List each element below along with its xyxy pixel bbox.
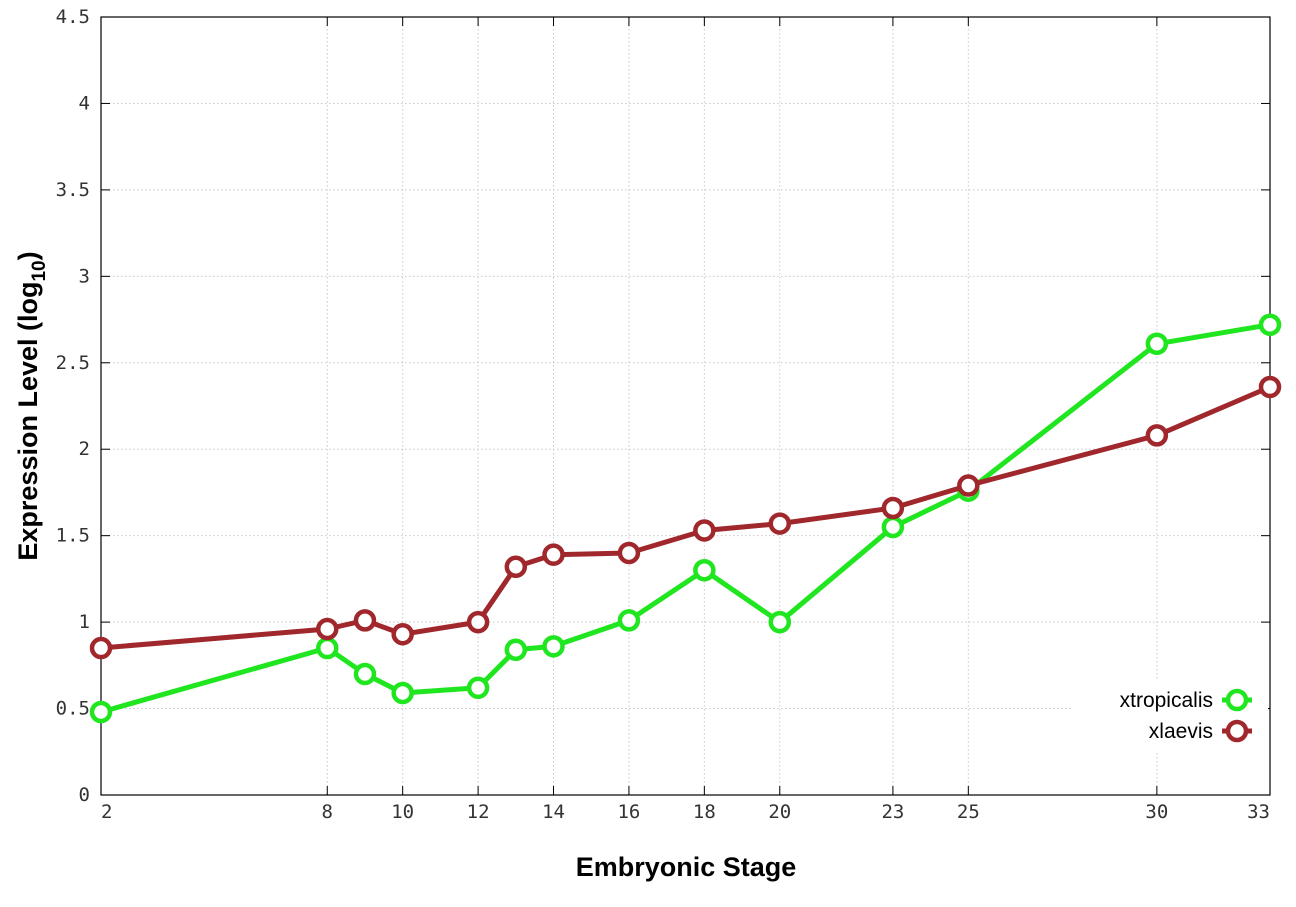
x-tick-label: 10 [391, 801, 414, 823]
y-tick-label: 3.5 [56, 179, 90, 201]
data-point-xtropicalis [542, 635, 565, 658]
legend-marker-swatch [1225, 719, 1249, 743]
data-point-xtropicalis [1258, 313, 1282, 336]
y-axis-title: Expression Level (log10) [13, 251, 50, 560]
data-point-xlaevis [316, 617, 339, 641]
series-xlaevis [89, 375, 1282, 660]
data-point-xlaevis [391, 622, 414, 646]
data-point-xtropicalis [316, 636, 339, 660]
x-tick-label: 8 [322, 801, 333, 823]
y-axis-tick-labels: 0 0.5 1 1.5 2 2.5 3 3.5 4 4.5 [56, 6, 90, 806]
legend-item-xtropicalis: xtropicalis [1120, 688, 1252, 712]
x-tick-label: 25 [957, 801, 980, 823]
tick-marks [100, 16, 1271, 796]
x-tick-label: 18 [693, 801, 716, 823]
data-point-xlaevis [881, 496, 905, 520]
legend-marker-swatch [1225, 688, 1249, 712]
series-line-xlaevis [98, 384, 1273, 651]
y-tick-label: 2.5 [56, 352, 90, 374]
data-point-xtropicalis [391, 681, 414, 705]
x-tick-label: 2 [101, 801, 112, 823]
data-point-xtropicalis [1145, 332, 1169, 356]
series-xtropicalis [89, 313, 1282, 724]
data-point-xtropicalis [504, 638, 528, 662]
y-tick-label: 4 [79, 92, 90, 114]
y-axis-title-main: Expression Level (log [13, 282, 43, 561]
x-tick-label: 33 [1247, 801, 1270, 823]
legend-label: xtropicalis [1120, 689, 1213, 712]
data-point-xtropicalis [881, 515, 905, 539]
data-point-xtropicalis [353, 662, 377, 686]
x-tick-label: 14 [542, 801, 565, 823]
x-tick-label: 23 [881, 801, 904, 823]
x-axis-title: Embryonic Stage [576, 852, 797, 882]
legend: xtropicalis xlaevis [1072, 680, 1268, 752]
y-tick-label: 0.5 [56, 698, 90, 720]
data-point-xtropicalis [768, 610, 792, 634]
plot-frame [100, 16, 1271, 796]
data-point-xlaevis [617, 541, 641, 565]
series [89, 313, 1282, 724]
data-point-xlaevis [1258, 375, 1282, 399]
data-point-xlaevis [957, 474, 980, 497]
series-line-xtropicalis [98, 322, 1273, 715]
data-point-xlaevis [542, 543, 565, 566]
y-tick-label: 4.5 [56, 6, 90, 28]
x-tick-label: 20 [768, 801, 791, 823]
y-tick-label: 1 [79, 611, 90, 633]
data-point-xlaevis [466, 610, 490, 634]
data-point-xlaevis [768, 512, 792, 535]
data-point-xlaevis [1145, 424, 1169, 447]
y-tick-label: 3 [79, 265, 90, 287]
legend-item-xlaevis: xlaevis [1149, 719, 1252, 743]
x-tick-label: 16 [617, 801, 640, 823]
grid [101, 17, 1270, 795]
x-axis-tick-labels: 2 8 10 12 14 16 18 20 23 25 30 33 [101, 801, 1270, 823]
y-tick-label: 1.5 [56, 525, 90, 547]
data-point-xlaevis [504, 555, 528, 579]
data-point-xlaevis [353, 609, 377, 632]
x-tick-label: 30 [1145, 801, 1168, 823]
y-axis-title-suffix: ) [13, 251, 43, 260]
legend-label: xlaevis [1149, 720, 1213, 743]
data-point-xtropicalis [617, 609, 641, 632]
y-axis-title-subscript: 10 [29, 260, 50, 281]
data-point-xtropicalis [693, 558, 716, 582]
data-point-xtropicalis [89, 700, 113, 724]
y-tick-label: 0 [79, 784, 90, 806]
x-tick-label: 12 [467, 801, 490, 823]
data-point-xlaevis [693, 519, 716, 542]
data-point-xtropicalis [466, 676, 490, 700]
data-point-xlaevis [89, 636, 113, 660]
y-tick-label: 2 [79, 438, 90, 460]
